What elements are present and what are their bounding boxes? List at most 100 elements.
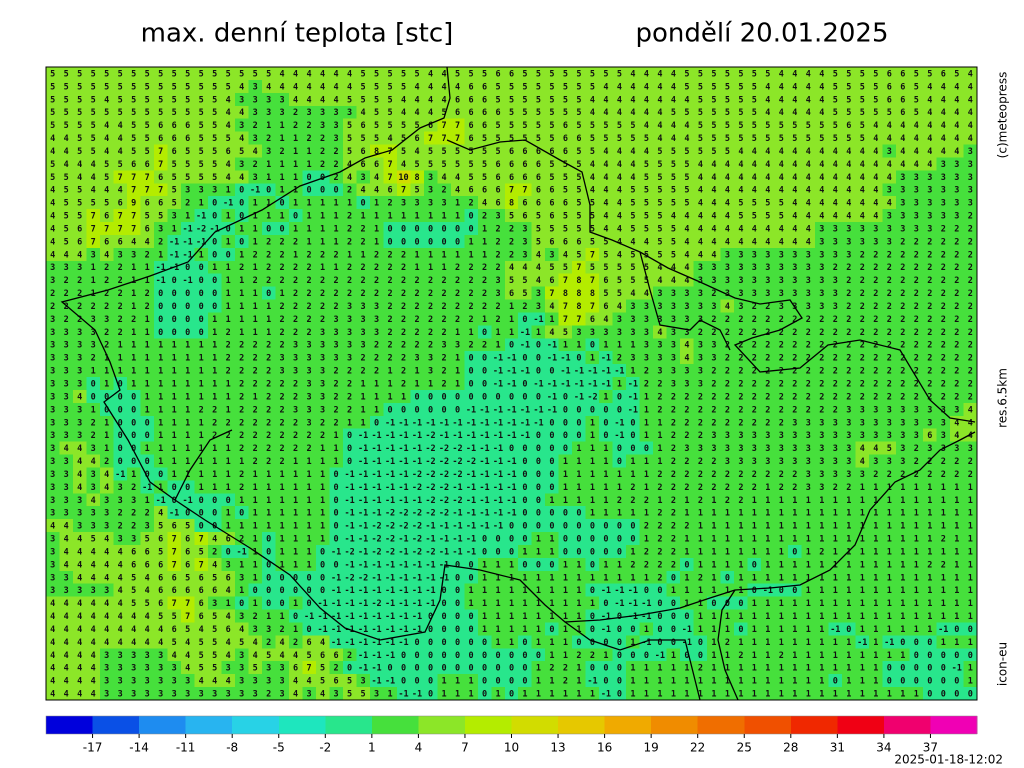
cell-value: 4 — [698, 237, 703, 247]
cell-value: 0 — [145, 431, 150, 441]
cell-value: 6 — [226, 147, 231, 157]
cell-value: 2 — [765, 380, 770, 390]
cell-value: 6 — [522, 160, 527, 170]
cell-value: 3 — [253, 134, 258, 144]
cell-value: 2 — [293, 444, 298, 454]
cell — [612, 118, 627, 133]
cell-value: 5 — [185, 95, 190, 105]
cell — [423, 79, 438, 94]
cell-value: 2 — [657, 380, 662, 390]
cell-value: 4 — [145, 237, 150, 247]
cell-value: 5 — [64, 224, 69, 234]
cell — [234, 67, 249, 81]
cell-value: 6 — [131, 160, 136, 170]
cell — [450, 131, 465, 146]
cell-value: 4 — [792, 69, 797, 79]
cell-value: 3 — [401, 199, 406, 209]
cell-value: 2 — [428, 289, 433, 299]
cell-value: 4 — [873, 212, 878, 222]
cell-value: 4 — [441, 95, 446, 105]
cell-value: 2 — [91, 418, 96, 428]
cell-value: 2 — [441, 315, 446, 325]
cell-value: 2 — [482, 276, 487, 286]
cell-value: 5 — [118, 69, 123, 79]
cell-value: 3 — [779, 444, 784, 454]
cell-value: 5 — [347, 147, 352, 157]
cell-value: 5 — [563, 69, 568, 79]
cell-value: 3 — [118, 535, 123, 545]
cell — [842, 105, 857, 120]
cell-value: 0 — [307, 186, 312, 196]
cell-value: -1 — [439, 431, 449, 441]
cell-value: 3 — [307, 108, 312, 118]
cell-value: 5 — [603, 134, 608, 144]
cell-value: 3 — [860, 470, 865, 480]
cell-value: 5 — [549, 263, 554, 273]
cell-value: 2 — [361, 289, 366, 299]
cell-value: 5 — [64, 69, 69, 79]
cell-value: 5 — [765, 134, 770, 144]
cell-value: 0 — [536, 354, 541, 364]
cell-value: 3 — [64, 418, 69, 428]
cell-value: 4 — [630, 82, 635, 92]
cell-value: 5 — [738, 108, 743, 118]
cell-value: 2 — [711, 367, 716, 377]
cell-value: 4 — [455, 82, 460, 92]
cell-value: 4 — [725, 186, 730, 196]
cell-value: 3 — [941, 212, 946, 222]
cell — [477, 131, 492, 146]
cell — [261, 105, 276, 120]
cell-value: 3 — [684, 315, 689, 325]
cell-value: 1 — [590, 354, 595, 364]
cell-value: 2 — [860, 276, 865, 286]
cell-value: 3 — [50, 276, 55, 286]
cell-value: 5 — [482, 134, 487, 144]
cell-value: 4 — [104, 186, 109, 196]
cell-value: 5 — [684, 186, 689, 196]
cell-value: 3 — [50, 457, 55, 467]
cell-value: 3 — [711, 276, 716, 286]
cell-value: 4 — [320, 69, 325, 79]
cell-value: 3 — [779, 276, 784, 286]
cell — [140, 131, 155, 146]
cell-value: 2 — [900, 315, 905, 325]
cell-value: 6 — [576, 134, 581, 144]
cell-value: -1 — [344, 470, 354, 480]
cell-value: 3 — [806, 457, 811, 467]
cell-value: 3 — [684, 302, 689, 312]
cell — [59, 67, 74, 81]
cell — [99, 79, 115, 94]
cell-value: 4 — [334, 95, 339, 105]
cell-value: 5 — [239, 147, 244, 157]
cell-value: 2 — [927, 328, 932, 338]
cell-value: 6 — [549, 276, 554, 286]
cell-value: 4 — [253, 147, 258, 157]
cell-value: -1 — [466, 483, 476, 493]
cell — [572, 118, 587, 133]
cell-value: 4 — [684, 237, 689, 247]
cell-value: -1 — [358, 457, 368, 467]
cell-value: 1 — [873, 522, 878, 532]
cell-value: 3 — [873, 418, 878, 428]
cell-value: 5 — [860, 69, 865, 79]
cell-value: 5 — [172, 199, 177, 209]
cell — [86, 144, 101, 159]
cell-value: 1 — [253, 483, 258, 493]
cell-value: 1 — [914, 522, 919, 532]
cell-value: 5 — [401, 69, 406, 79]
cell-value: 2 — [253, 341, 258, 351]
cell-value: 4 — [414, 82, 419, 92]
cell-value: 2 — [455, 263, 460, 273]
cell-value: 2 — [266, 405, 271, 415]
cell-value: 5 — [576, 160, 581, 170]
cell-value: 2 — [253, 354, 258, 364]
cell-value: 3 — [833, 431, 838, 441]
cell-value: 3 — [738, 431, 743, 441]
cell-value: 3 — [414, 354, 419, 364]
cell-value: 2 — [927, 289, 932, 299]
cell-value: 5 — [199, 173, 204, 183]
cell-value: 3 — [239, 121, 244, 131]
cell-value: 7 — [388, 173, 393, 183]
cell-value: 6 — [563, 237, 568, 247]
cell-value: 2 — [927, 380, 932, 390]
